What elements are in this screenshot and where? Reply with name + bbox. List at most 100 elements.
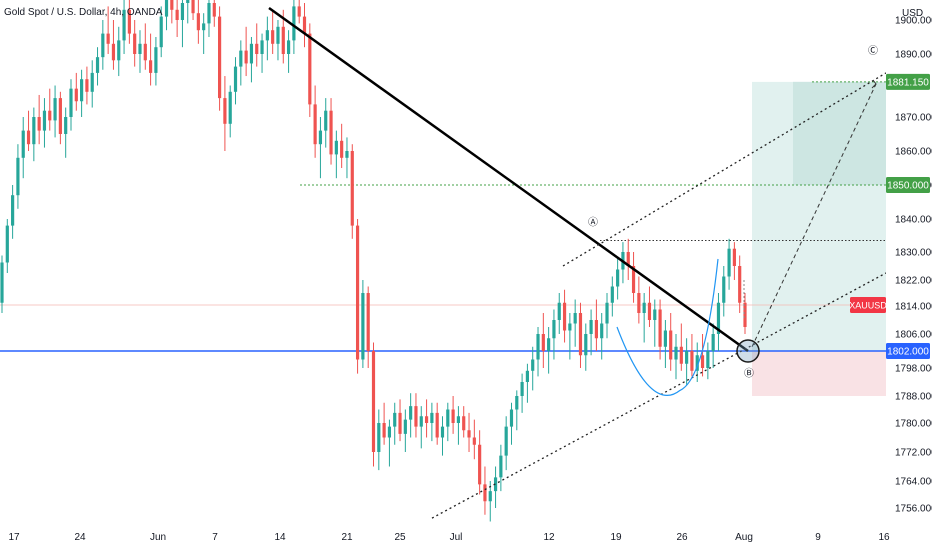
price-tick-label: 1860.000 bbox=[895, 147, 932, 158]
candle-body bbox=[669, 330, 673, 360]
candle-body bbox=[297, 6, 301, 17]
time-tick-label: 25 bbox=[394, 532, 406, 543]
symbol-tag: XAUUSD bbox=[849, 301, 887, 311]
candle-body bbox=[371, 351, 376, 452]
candle-body bbox=[393, 412, 397, 427]
candle-body bbox=[0, 262, 4, 303]
candle-body bbox=[318, 130, 323, 145]
candle-body bbox=[324, 110, 328, 131]
price-tag-bg bbox=[886, 73, 930, 90]
candle-body bbox=[626, 252, 630, 266]
candle-body bbox=[69, 88, 73, 117]
candle-body bbox=[26, 130, 31, 145]
time-tick-label: 12 bbox=[543, 532, 555, 543]
projection-arrow bbox=[871, 79, 877, 89]
time-tick-label: 26 bbox=[676, 532, 688, 543]
symbol-tag-bg bbox=[850, 297, 886, 314]
candle-body bbox=[711, 334, 715, 351]
candle-body bbox=[467, 430, 471, 438]
candle-body bbox=[419, 416, 423, 427]
candle-body bbox=[679, 346, 683, 364]
candle-body bbox=[531, 359, 535, 371]
candle-body bbox=[663, 330, 667, 347]
candle-body bbox=[196, 13, 200, 31]
symbol-info: Gold Spot / U.S. Dollar, 4h, OANDA bbox=[4, 7, 163, 18]
price-axis[interactable]: 1756.000 1764.000 1772.000 1780.000 1788.000… bbox=[886, 0, 932, 550]
time-tick-label: 16 bbox=[878, 532, 890, 543]
candle-body bbox=[377, 423, 381, 452]
candle-body bbox=[568, 323, 572, 331]
currency-label: USD bbox=[902, 8, 923, 19]
loss-zone bbox=[752, 351, 886, 396]
candle-body bbox=[143, 43, 147, 61]
candle-body bbox=[42, 110, 47, 131]
candle-body bbox=[249, 43, 254, 64]
candle-body bbox=[573, 313, 577, 324]
point-label: Ⓑ bbox=[744, 367, 754, 379]
candle-body bbox=[85, 79, 89, 92]
time-axis[interactable]: 17 24 Jun 7 14 21 25 Jul 12 19 26 Aug 9 16 bbox=[0, 524, 932, 550]
candle-body bbox=[642, 302, 646, 313]
candle-body bbox=[674, 346, 678, 360]
candle-body bbox=[117, 40, 121, 61]
candle-body bbox=[106, 33, 110, 44]
candle-body bbox=[340, 140, 344, 158]
candle-body bbox=[175, 9, 179, 20]
candle-body bbox=[743, 302, 747, 327]
time-tick-label: 17 bbox=[8, 532, 20, 543]
candle-body bbox=[493, 477, 498, 492]
candle-body bbox=[631, 266, 636, 293]
candle-body bbox=[334, 140, 338, 155]
candle-body bbox=[446, 409, 450, 427]
candle-body bbox=[547, 338, 551, 351]
time-tick-label: 21 bbox=[341, 532, 353, 543]
candle-body bbox=[180, 3, 185, 20]
price-tick-label: 1830.000 bbox=[895, 248, 932, 259]
candle-body bbox=[58, 98, 62, 134]
point-label: Ⓐ bbox=[588, 217, 598, 229]
candle-body bbox=[520, 382, 524, 396]
candle-body bbox=[37, 117, 41, 131]
candle-body bbox=[207, 3, 211, 24]
candle-body bbox=[255, 43, 259, 54]
candle-body bbox=[430, 412, 434, 423]
candles[interactable] bbox=[0, 0, 747, 522]
candle-body bbox=[186, 0, 190, 3]
price-tick-label: 1822.000 bbox=[895, 276, 932, 287]
candle-body bbox=[584, 334, 588, 356]
entry-circle bbox=[736, 339, 760, 363]
drawings[interactable] bbox=[268, 6, 887, 519]
time-axis-bg bbox=[0, 524, 932, 550]
candle-body bbox=[74, 88, 78, 102]
price-tags: 1881.150 1850.000 XAUUSD 1802.000 bbox=[849, 73, 930, 359]
price-tick-label: 1814.000 bbox=[895, 302, 932, 313]
candle-body bbox=[286, 40, 291, 54]
candle-body bbox=[271, 30, 275, 44]
candle-body bbox=[504, 426, 508, 456]
candle-body bbox=[557, 302, 561, 320]
candle-body bbox=[308, 33, 312, 105]
candle-body bbox=[329, 110, 333, 155]
position-zones bbox=[752, 81, 886, 396]
candle-body bbox=[409, 406, 413, 420]
candle-body bbox=[732, 248, 736, 266]
candle-body bbox=[382, 423, 386, 438]
candle-body bbox=[685, 351, 689, 364]
price-tick-label: 1772.000 bbox=[895, 448, 932, 459]
time-tick-label: 7 bbox=[212, 532, 218, 543]
candle-body bbox=[462, 416, 466, 431]
candle-body bbox=[276, 26, 280, 44]
candle-body bbox=[605, 302, 609, 324]
candle-body bbox=[738, 266, 742, 303]
candle-body bbox=[21, 130, 25, 158]
candle-body bbox=[265, 30, 269, 41]
point-label: Ⓒ bbox=[868, 45, 878, 57]
candle-body bbox=[361, 293, 365, 360]
candle-body bbox=[600, 323, 604, 339]
candle-body bbox=[239, 50, 243, 67]
candle-body bbox=[387, 426, 392, 438]
candle-body bbox=[483, 484, 487, 502]
candle-body bbox=[727, 248, 731, 277]
